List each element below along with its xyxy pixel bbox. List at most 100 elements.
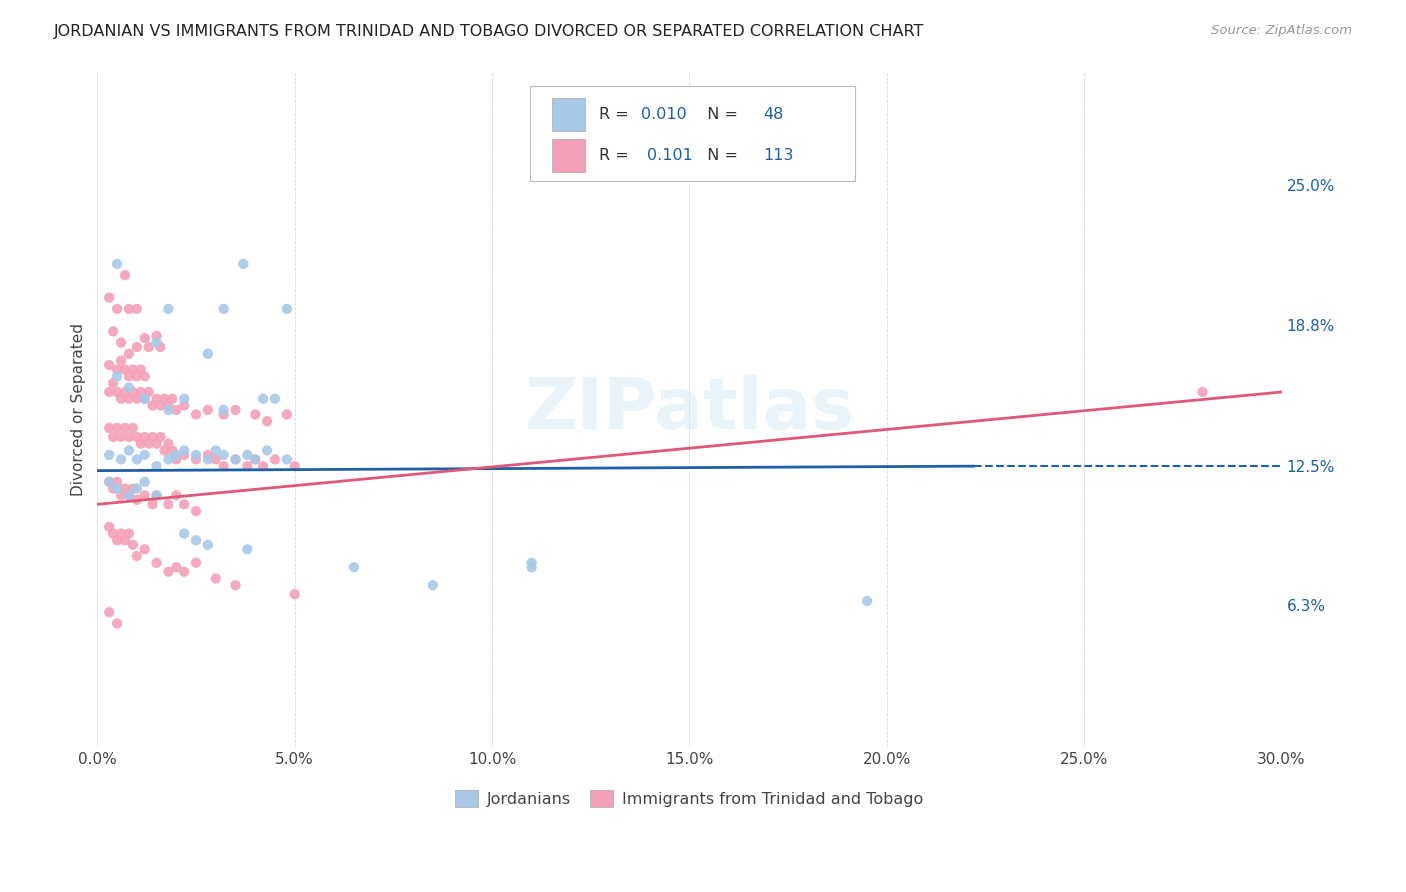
Point [122,362,145,376]
Point [118,488,141,502]
Point [197,452,219,467]
Point [149,399,172,413]
Point [165,448,187,462]
Point [264,452,287,467]
Point [98,384,121,399]
Point [98,421,121,435]
Point [105,257,128,271]
Point [204,572,226,586]
Point [118,443,141,458]
Point [284,587,307,601]
Point [134,430,156,444]
Point [184,408,207,422]
Point [114,482,136,496]
Point [105,616,128,631]
Point [134,392,156,406]
Point [153,443,176,458]
Point [118,380,141,394]
Point [173,443,195,458]
Text: ZIPatlas: ZIPatlas [524,376,855,444]
Text: 0.101: 0.101 [647,148,693,163]
Point [224,403,246,417]
Point [165,560,187,574]
Point [276,452,298,467]
Point [118,301,141,316]
Point [134,475,156,489]
Point [157,497,180,511]
Legend: Jordanians, Immigrants from Trinidad and Tobago: Jordanians, Immigrants from Trinidad and… [449,784,929,814]
Point [224,452,246,467]
Point [173,526,195,541]
Point [173,565,195,579]
Point [105,301,128,316]
Point [134,392,156,406]
Point [110,335,132,350]
Point [110,488,132,502]
Point [138,384,160,399]
Point [184,533,207,548]
Point [134,542,156,557]
Point [204,443,226,458]
Point [110,353,132,368]
Point [145,436,167,450]
Point [122,384,145,399]
Point [276,408,298,422]
Point [165,488,187,502]
Point [125,492,148,507]
Point [122,538,145,552]
Point [138,340,160,354]
Point [129,436,152,450]
Point [256,443,278,458]
Point [125,392,148,406]
Point [236,448,259,462]
Point [134,448,156,462]
Text: N =: N = [696,107,742,122]
Point [145,459,167,474]
Text: 113: 113 [763,148,793,163]
Point [105,369,128,384]
Point [98,475,121,489]
Point [245,452,267,467]
Point [856,594,879,608]
Text: R =: R = [599,107,634,122]
Point [118,392,141,406]
Point [125,301,148,316]
Point [165,452,187,467]
Point [173,448,195,462]
Point [224,452,246,467]
Point [125,452,148,467]
Point [145,329,167,343]
Point [105,384,128,399]
Point [204,452,226,467]
Point [134,331,156,345]
Point [236,542,259,557]
Text: N =: N = [696,148,742,163]
Point [105,475,128,489]
Text: R =: R = [599,148,640,163]
Point [114,362,136,376]
Point [142,430,165,444]
Point [212,403,235,417]
Point [98,358,121,372]
Point [184,448,207,462]
Point [122,482,145,496]
Point [157,436,180,450]
Point [145,488,167,502]
Text: 48: 48 [763,107,783,122]
Point [114,268,136,283]
Point [520,560,543,574]
Point [162,443,184,458]
Point [129,384,152,399]
Point [232,257,254,271]
Point [125,369,148,384]
Point [122,421,145,435]
Point [184,452,207,467]
Point [101,324,124,338]
Point [138,436,160,450]
Point [114,533,136,548]
Point [422,578,444,592]
Point [145,335,167,350]
Point [145,556,167,570]
Point [212,448,235,462]
Point [142,399,165,413]
